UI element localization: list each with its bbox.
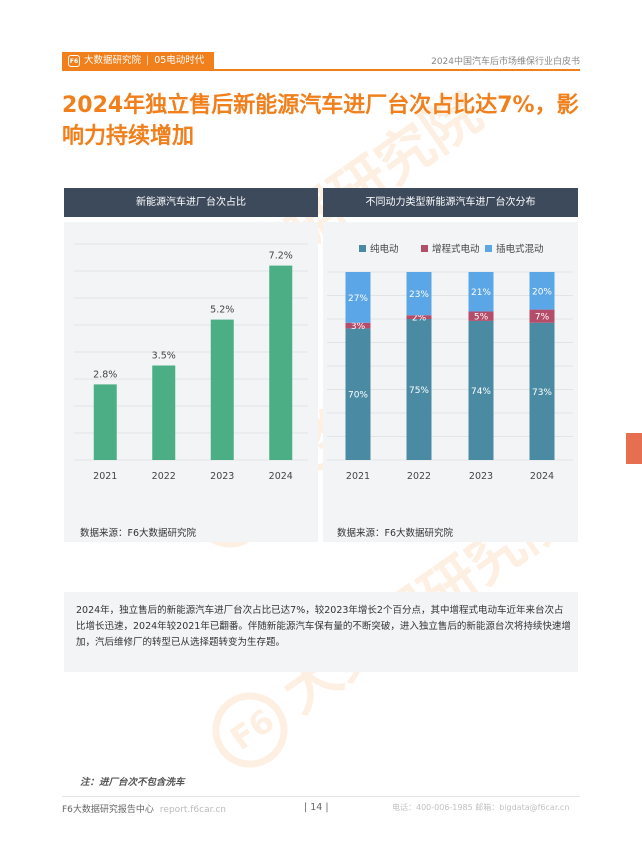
bar-2023 [210,319,234,460]
bar-2021 [93,384,117,460]
footer-center-name: F6大数据研究报告中心 [62,805,154,815]
legend-label-1: 增程式电动 [432,243,480,255]
bar-label-2024: 7.2% [269,251,293,262]
segment-label-2021-0: 70% [348,391,368,401]
right-panel: 纯电动 增程式电动 插电式混动 70% 3% 27% 2021 75% 2% 23% 2022 74%… [323,222,578,542]
page-number-value: 14 [310,802,323,813]
segment-label-2021-2: 27% [348,294,368,304]
header-brand-bar: F6 大数据研究院 | 05电动时代 [62,52,214,70]
legend-swatch-1 [421,245,428,252]
segment-2024-1 [529,309,555,323]
summary-text: 2024年，独立售后的新能源汽车进厂台次占比已达7%，较2023年增长2个百分点… [76,605,571,648]
segment-label-2023-0: 74% [471,387,491,397]
x-tick-2021: 2021 [346,471,370,482]
segment-2021-2 [345,272,371,323]
bar-label-2021: 2.8% [93,369,117,380]
summary-box [64,592,578,672]
report-title: 2024中国汽车后市场维保行业白皮书 [431,57,580,67]
segment-2021-1 [345,322,371,329]
nev-share-chart: 2.8% 2021 3.5% 2022 5.2% 2023 7.2% 2024 [74,243,308,482]
segment-label-2024-0: 73% [532,388,552,398]
segment-label-2024-2: 20% [532,287,552,297]
footer-contact: 电话：400-006-1985 邮箱：bigdata@f6car.cn [392,803,570,812]
segment-2022-0 [406,319,432,460]
footer-left: F6大数据研究报告中心 report.f6car.cn [62,802,226,815]
bar-2024 [269,265,293,460]
segment-2021-0 [345,328,371,460]
powertrain-distribution-chart: 纯电动 增程式电动 插电式混动 70% 3% 27% 2021 75% 2% 23% 2022 74%… [327,243,573,482]
x-tick-2024: 2024 [269,471,293,482]
f6-logo-icon: F6 [68,55,80,67]
segment-label-2023-2: 21% [471,288,491,298]
segment-2023-2 [468,272,494,312]
footer-divider [62,796,580,797]
bar-label-2023: 5.2% [210,305,234,316]
segment-2023-0 [468,320,494,460]
bar-2022 [152,365,176,460]
footer-website[interactable]: report.f6car.cn [159,805,226,815]
x-tick-2023: 2023 [469,471,493,482]
right-panel-heading: 不同动力类型新能源汽车进厂台次分布 [323,188,578,217]
legend-swatch-2 [485,245,492,252]
right-panel-source: 数据来源：F6大数据研究院 [337,528,454,539]
segment-label-2022-0: 75% [409,386,429,396]
x-tick-2021: 2021 [93,471,117,482]
header-divider [62,69,580,71]
segment-2022-1 [406,315,432,319]
section-name: 05电动时代 [154,55,205,66]
page-title: 2024年独立售后新能源汽车进厂台次占比达7%，影响力持续增加 [62,93,579,149]
x-tick-2022: 2022 [407,471,431,482]
left-panel-heading: 新能源汽车进厂台次占比 [64,188,318,217]
segment-2024-2 [529,272,555,310]
x-tick-2022: 2022 [152,471,176,482]
segment-label-2023-1: 5% [474,313,489,323]
brand-separator: | [146,55,150,66]
side-tab-marker [626,433,642,464]
legend-label-2: 插电式混动 [496,243,544,255]
legend-label-0: 纯电动 [370,243,399,255]
left-panel: 2.8% 2021 3.5% 2022 5.2% 2023 7.2% 2024 [64,222,318,542]
footnote: 注：进厂台次不包含洗车 [80,777,185,788]
segment-2024-0 [529,322,555,460]
svg-text:F6: F6 [223,701,281,757]
left-panel-source: 数据来源：F6大数据研究院 [80,528,197,539]
x-tick-2024: 2024 [530,471,554,482]
brand-name: 大数据研究院 [84,55,142,66]
segment-label-2022-1: 2% [412,314,427,324]
page-number: | 14 | [304,802,329,813]
bar-label-2022: 3.5% [152,351,176,362]
segment-label-2022-2: 23% [409,290,429,300]
x-tick-2023: 2023 [210,471,234,482]
segment-label-2024-1: 7% [535,313,550,323]
segment-2022-2 [406,272,432,316]
legend-swatch-0 [359,245,366,252]
segment-label-2021-1: 3% [351,322,366,332]
segment-2023-1 [468,311,494,321]
